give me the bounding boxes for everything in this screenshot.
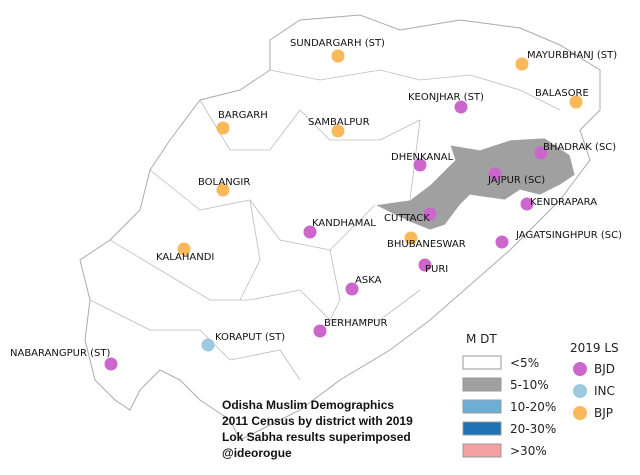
constituency-marker	[216, 121, 230, 135]
constituency-marker	[418, 258, 432, 272]
title-line: Odisha Muslim Demographics	[222, 398, 394, 412]
constituency-marker	[534, 146, 548, 160]
constituency-label: NABARANGPUR (ST)	[10, 348, 110, 359]
constituency-marker	[515, 57, 529, 71]
legend-swatch	[462, 399, 502, 414]
constituency-label: CUTTACK	[384, 213, 430, 224]
constituency-label: KEONJHAR (ST)	[408, 92, 484, 103]
title-line: 2011 Census by district with 2019	[222, 414, 413, 428]
constituency-marker	[303, 225, 317, 239]
legend-label: >30%	[510, 444, 547, 458]
constituency-label: BERHAMPUR	[324, 318, 387, 329]
constituency-marker	[488, 167, 502, 181]
legend-label: 10-20%	[510, 400, 556, 414]
legend-label: 5-10%	[510, 378, 549, 392]
constituency-marker	[201, 338, 215, 352]
legend-label: BJD	[594, 362, 615, 376]
constituency-label: KENDRAPARA	[530, 197, 597, 208]
constituency-label: BARGARH	[218, 110, 268, 121]
constituency-label: BALASORE	[535, 88, 589, 99]
constituency-marker	[331, 49, 345, 63]
constituency-marker	[495, 235, 509, 249]
title-line: Lok Sabha results superimposed	[222, 430, 411, 444]
title-line: @ideorogue	[222, 446, 292, 460]
legend-marker	[573, 384, 587, 398]
legend-swatch	[462, 443, 502, 458]
state-outline	[79, 14, 601, 441]
constituency-marker	[454, 100, 468, 114]
constituency-marker	[331, 124, 345, 138]
constituency-marker	[216, 183, 230, 197]
constituency-label: DHENKANAL	[391, 152, 454, 163]
legend-label: BJP	[594, 406, 613, 420]
constituency-label: KALAHANDI	[156, 252, 214, 263]
constituency-marker	[569, 95, 583, 109]
constituency-label: BOLANGIR	[198, 177, 250, 188]
constituency-label: KANDHAMAL	[312, 218, 376, 229]
constituency-label: JAGATSINGHPUR (SC)	[515, 230, 622, 241]
legend-swatch	[462, 421, 502, 436]
constituency-label: KORAPUT (ST)	[215, 332, 285, 343]
constituency-label: PURI	[425, 264, 448, 275]
constituency-label: BHADRAK (SC)	[543, 142, 616, 153]
legend-marker	[573, 406, 587, 420]
legend-label: 20-30%	[510, 422, 556, 436]
constituency-marker	[345, 282, 359, 296]
shaded-districts	[373, 137, 576, 231]
constituency-label: MAYURBHANJ (ST)	[527, 50, 617, 61]
legend-label: INC	[594, 384, 615, 398]
party-legend-title: 2019 LS	[570, 341, 619, 355]
legend-label: <5%	[510, 356, 539, 370]
constituency-marker	[413, 158, 427, 172]
constituency-label: JAJPUR (SC)	[487, 175, 545, 186]
constituency-label: BHUBANESWAR	[387, 239, 466, 250]
legend-swatch	[462, 377, 502, 392]
constituency-marker	[104, 357, 118, 371]
district-borders	[89, 69, 561, 381]
constituency-label: SUNDARGARH (ST)	[290, 38, 385, 49]
constituency-marker	[177, 242, 191, 256]
legend-marker	[573, 362, 587, 376]
constituency-marker	[404, 231, 418, 245]
constituency-label: SAMBALPUR	[308, 117, 370, 128]
constituency-label: ASKA	[355, 275, 382, 286]
constituency-marker	[423, 207, 437, 221]
constituency-marker	[313, 324, 327, 338]
legend-swatch	[462, 355, 502, 370]
constituency-marker	[520, 197, 534, 211]
shade-legend-title: M DT	[466, 332, 497, 346]
